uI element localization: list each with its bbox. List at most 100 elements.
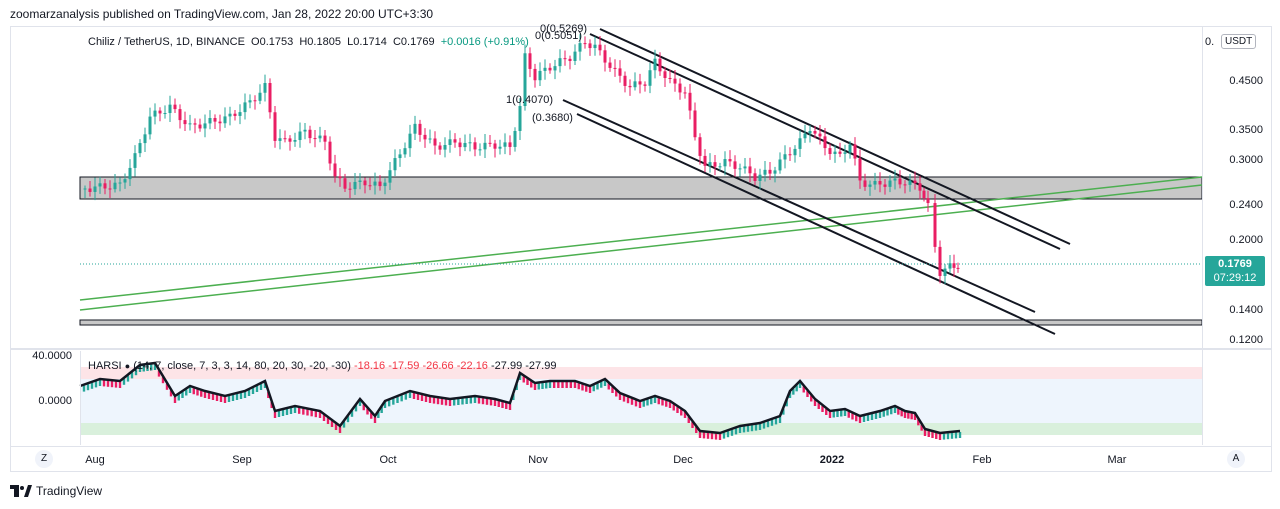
osc-bar (923, 430, 927, 436)
osc-bar (259, 384, 263, 390)
price-panel[interactable]: 0(0.5269) 0(0.5051) 1(0.4070) (0.3680) (79, 23, 1203, 347)
osc-val-5: -27.99 (525, 360, 557, 372)
candle-body (148, 116, 152, 135)
time-axis[interactable]: Aug Sep Oct Nov Dec 2022 Feb Mar (10, 446, 1272, 473)
candle-body (713, 162, 717, 167)
candle-body (83, 188, 87, 190)
osc-bar (788, 392, 792, 398)
osc-bar (377, 412, 380, 418)
candle-body (738, 168, 742, 170)
osc-bar (886, 409, 889, 416)
candle-body (533, 68, 537, 81)
osc-bar (243, 392, 247, 398)
osc-bar (173, 397, 177, 403)
osc-bar (161, 377, 165, 384)
osc-bar (350, 410, 354, 417)
candle-body (693, 110, 697, 138)
currency-selector[interactable]: USDT (1221, 34, 1257, 49)
osc-bar (215, 395, 219, 401)
candle-body (943, 268, 947, 276)
osc-bar (489, 399, 493, 406)
price-axis[interactable]: 0. 0.4500 0.3500 0.3000 0.2400 0.2000 0.… (1202, 27, 1271, 445)
osc-bar (515, 384, 518, 390)
osc-bar (630, 398, 634, 405)
osc-bar (878, 412, 882, 418)
candle-body (303, 129, 307, 132)
osc-bar (573, 382, 577, 388)
candle-body (628, 85, 632, 88)
osc-bar (533, 384, 537, 390)
osc-bar (653, 397, 657, 403)
candle-body (543, 67, 547, 71)
osc-bar (416, 394, 420, 400)
oscillator-chart[interactable] (79, 351, 1202, 445)
osc-bars (82, 364, 962, 440)
osc-bar (634, 400, 638, 407)
change-value: +0.0016 (+0.91%) (440, 36, 529, 48)
candle-body (103, 183, 107, 189)
osc-bar (907, 412, 910, 419)
osc-bar (821, 406, 824, 412)
candle-body (838, 151, 842, 154)
candle-body (93, 186, 97, 192)
osc-bar (762, 422, 766, 429)
osc-bar (903, 412, 907, 418)
candle-body (678, 83, 682, 93)
candle-body (823, 136, 827, 149)
osc-bar (798, 382, 802, 388)
osc-bar (219, 396, 223, 402)
osc-bar (522, 376, 525, 383)
candle-body (956, 267, 960, 269)
symbol-name: Chiliz / TetherUS, 1D, BINANCE (88, 36, 245, 48)
pane-separator[interactable] (10, 348, 1272, 350)
candle-body (723, 159, 727, 167)
osc-bar (847, 411, 850, 418)
osc-bar (493, 400, 497, 406)
zoom-button[interactable]: Z (35, 450, 53, 468)
candle-body (878, 181, 882, 185)
osc-bar (424, 396, 428, 402)
time-tick: Nov (528, 454, 548, 466)
fib-label-3: (0.3680) (532, 112, 573, 124)
osc-bar (913, 414, 917, 420)
osc-bar (157, 370, 161, 377)
oscillator-panel[interactable] (79, 351, 1202, 445)
candle-body (313, 138, 317, 140)
candle-body (448, 139, 452, 145)
osc-bar (726, 431, 730, 438)
candle-body (748, 166, 752, 174)
candle-body (548, 67, 552, 71)
osc-bar (855, 415, 858, 422)
osc-bar (457, 399, 460, 405)
trendline-upper (79, 176, 1203, 301)
candle-body (683, 92, 687, 94)
candle-body (393, 158, 397, 171)
osc-bar (432, 397, 436, 404)
candle-body (883, 184, 887, 187)
candle-body (238, 112, 242, 116)
candle-body (193, 123, 197, 125)
osc-bar (552, 382, 556, 388)
symbol-legend[interactable]: Chiliz / TetherUS, 1D, BINANCE O0.1753 H… (88, 36, 529, 48)
osc-bar (680, 409, 683, 416)
osc-bar (615, 390, 618, 397)
osc-bar (342, 421, 346, 428)
candle-body (368, 185, 372, 187)
osc-bar (758, 424, 762, 430)
fib-label-2: 1(0.4070) (506, 94, 554, 106)
tradingview-logo[interactable]: TradingView (10, 484, 102, 498)
candle-body (108, 188, 112, 190)
osc-bar (778, 417, 782, 423)
osc-axis[interactable]: 40.0000 0.0000 (10, 350, 81, 445)
osc-bar (843, 410, 847, 416)
osc-bar (862, 416, 866, 422)
osc-legend[interactable]: HARSI ● (14, 7, close, 7, 3, 3, 14, 80, … (88, 360, 557, 372)
candle-body (88, 188, 92, 192)
osc-bar (548, 382, 552, 388)
osc-bar (665, 400, 668, 407)
candle-body (138, 143, 142, 154)
candle-body (668, 77, 672, 79)
candle-body (908, 180, 912, 185)
price-chart[interactable] (79, 27, 1203, 347)
auto-scale-button[interactable]: A (1227, 450, 1245, 468)
